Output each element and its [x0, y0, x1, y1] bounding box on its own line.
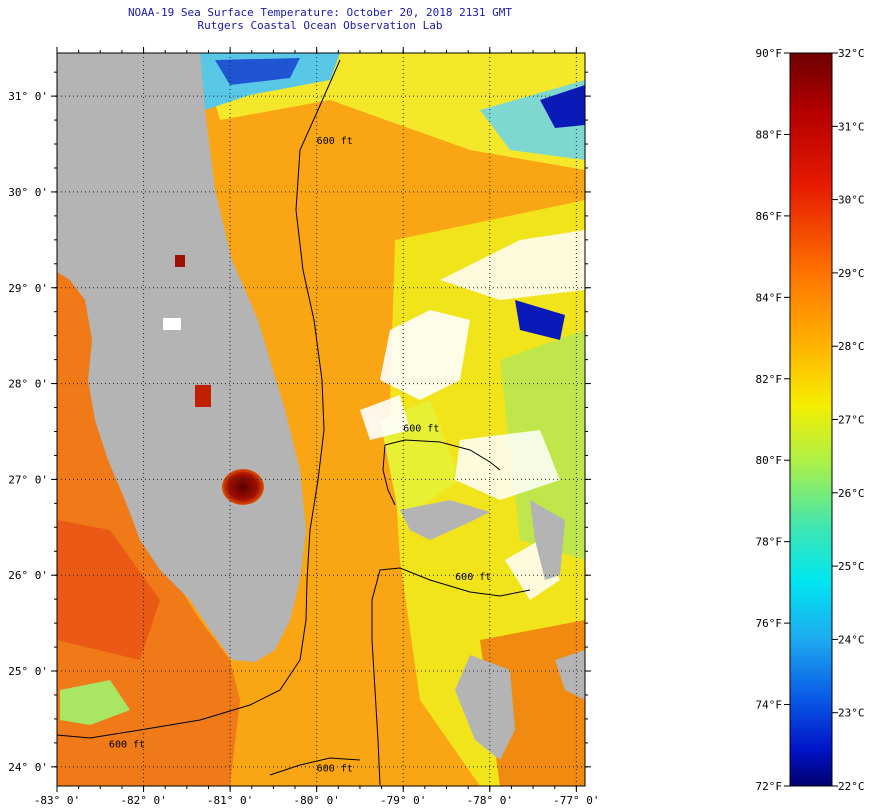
- andros-island: [455, 655, 515, 760]
- lat-tick-label: 26° 0': [8, 569, 48, 582]
- lat-tick-label: 31° 0': [8, 90, 48, 103]
- eastern-island: [555, 650, 585, 700]
- cuba-600ft-contour: [269, 757, 361, 776]
- florida-land: [57, 53, 306, 662]
- contour-label: 600 ft: [317, 764, 353, 775]
- inland-lake: [175, 255, 185, 267]
- fahrenheit-tick-label: 76°F: [756, 617, 783, 630]
- cloud-patch: [380, 310, 470, 400]
- celsius-tick-label: 25°C: [838, 560, 865, 573]
- celsius-tick-label: 28°C: [838, 340, 865, 353]
- keys-cool-patch: [60, 680, 130, 725]
- lon-tick-label: -82° 0': [120, 794, 166, 807]
- cloud-patch: [360, 395, 410, 440]
- contour-label: 600 ft: [455, 572, 491, 583]
- atlantic-cold-patch: [515, 300, 565, 340]
- florida-600ft-contour: [57, 59, 341, 739]
- map-area: [57, 53, 585, 786]
- inland-lake: [195, 385, 211, 407]
- celsius-tick-label: 26°C: [838, 487, 865, 500]
- cloud-patch: [455, 430, 560, 500]
- fahrenheit-tick-label: 72°F: [756, 780, 783, 793]
- abaco-island: [530, 500, 565, 580]
- lon-tick-label: -78° 0': [467, 794, 513, 807]
- colorbar-ticks: 90°F 88°F 86°F 84°F 82°F 80°F 78°F 76°F 74°F 72°F…: [756, 47, 865, 793]
- little-bahama-600ft-contour: [382, 439, 501, 506]
- fahrenheit-tick-label: 84°F: [756, 291, 783, 304]
- lat-tick-label: 29° 0': [8, 282, 48, 295]
- fahrenheit-tick-label: 78°F: [756, 536, 783, 549]
- fahrenheit-tick-label: 82°F: [756, 373, 783, 386]
- cloud-patch: [440, 230, 585, 300]
- celsius-tick-label: 32°C: [838, 47, 865, 60]
- lat-tick-label: 28° 0': [8, 378, 48, 391]
- lat-tick-label: 24° 0': [8, 761, 48, 774]
- celsius-tick-label: 22°C: [838, 780, 865, 793]
- fahrenheit-tick-label: 86°F: [756, 210, 783, 223]
- great-bahama-600ft-contour: [371, 567, 531, 786]
- chart-title: NOAA-19 Sea Surface Temperature: October…: [127, 6, 513, 19]
- map-frame: [56, 52, 586, 787]
- inland-cloud: [163, 318, 181, 330]
- celsius-tick-label: 23°C: [838, 707, 865, 720]
- celsius-tick-label: 29°C: [838, 267, 865, 280]
- lon-tick-label: -80° 0': [293, 794, 339, 807]
- contour-label: 600 ft: [403, 423, 439, 434]
- lake-okeechobee: [222, 469, 264, 505]
- map-gridlines: [57, 53, 585, 786]
- celsius-tick-label: 30°C: [838, 194, 865, 207]
- fahrenheit-tick-label: 88°F: [756, 128, 783, 141]
- lat-tick-label: 25° 0': [8, 665, 48, 678]
- lon-tick-label: -83° 0': [34, 794, 80, 807]
- contour-label: 600 ft: [317, 136, 353, 147]
- celsius-tick-label: 27°C: [838, 414, 865, 427]
- lon-tick-label: -81° 0': [207, 794, 253, 807]
- fahrenheit-tick-label: 90°F: [756, 47, 783, 60]
- lat-tick-label: 30° 0': [8, 186, 48, 199]
- gulf-hot-water: [57, 520, 160, 660]
- grand-bahama-island: [400, 500, 490, 540]
- lat-tick-label: 27° 0': [8, 473, 48, 486]
- contour-label: 600 ft: [109, 740, 145, 751]
- lon-tick-label: -77° 0': [553, 794, 599, 807]
- contour-labels: 600 ft 600 ft 600 ft 600 ft 600 ft: [109, 136, 491, 775]
- fahrenheit-tick-label: 74°F: [756, 699, 783, 712]
- map-axis-ticks: -83° 0' -82° 0' -81° 0' -80° 0' -79° 0' -78° …: [8, 47, 600, 807]
- fahrenheit-tick-label: 80°F: [756, 454, 783, 467]
- celsius-tick-label: 24°C: [838, 633, 865, 646]
- lon-tick-label: -79° 0': [380, 794, 426, 807]
- temperature-colorbar: [789, 52, 833, 787]
- chart-subtitle: Rutgers Coastal Ocean Observation Lab: [197, 19, 443, 32]
- northern-cold-patch: [215, 58, 300, 85]
- celsius-tick-label: 31°C: [838, 120, 865, 133]
